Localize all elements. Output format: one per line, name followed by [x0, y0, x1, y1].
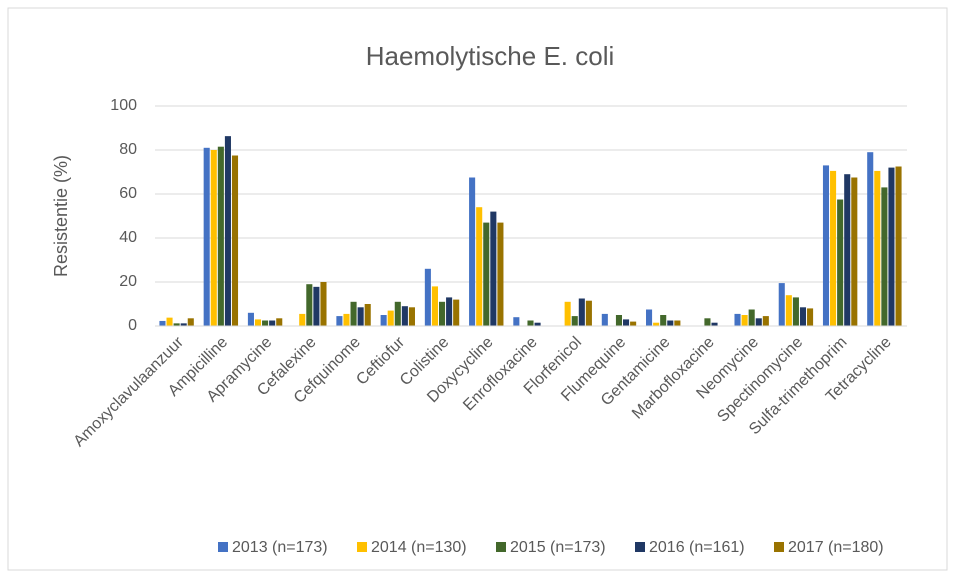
y-tick-label: 100	[110, 97, 137, 114]
bar	[217, 146, 224, 326]
bar	[254, 319, 262, 326]
bar	[799, 307, 807, 326]
bar	[453, 299, 460, 326]
bar	[387, 310, 394, 326]
bar	[446, 297, 453, 326]
bar	[615, 315, 623, 326]
bar	[844, 174, 851, 326]
bar	[401, 306, 408, 326]
bar	[320, 282, 327, 326]
bar	[343, 313, 350, 326]
bar	[364, 304, 371, 326]
bar	[851, 177, 858, 326]
bar	[166, 317, 173, 326]
bar	[306, 284, 313, 326]
bar	[424, 268, 431, 326]
bar	[210, 150, 217, 326]
bar	[646, 309, 653, 326]
y-tick-label: 20	[119, 273, 137, 290]
bar	[778, 283, 785, 326]
legend-label: 2016 (n=161)	[649, 539, 745, 556]
bar	[159, 320, 166, 326]
y-tick-label: 40	[119, 229, 137, 246]
bar	[262, 320, 269, 326]
bar	[792, 297, 799, 326]
bar	[313, 286, 320, 326]
bar	[269, 320, 276, 326]
y-tick-label: 60	[119, 185, 137, 202]
bar	[571, 316, 578, 326]
bar	[203, 147, 210, 326]
bar	[469, 177, 476, 326]
bar	[476, 207, 483, 326]
bar	[741, 315, 748, 326]
bar	[755, 318, 762, 326]
bar	[807, 308, 814, 326]
bar	[299, 313, 306, 326]
bar	[173, 323, 180, 326]
bar	[380, 315, 387, 326]
legend-label: 2017 (n=180)	[788, 539, 884, 556]
bar	[564, 301, 571, 326]
legend-label: 2014 (n=130)	[371, 539, 467, 556]
bar	[895, 166, 902, 326]
chart-title: Haemolytische E. coli	[366, 41, 615, 71]
legend-label: 2015 (n=173)	[510, 539, 606, 556]
bar	[231, 155, 239, 326]
bar	[630, 321, 637, 326]
bar	[357, 307, 364, 326]
legend-swatch	[774, 542, 784, 552]
bar	[527, 320, 534, 326]
bar	[336, 316, 343, 326]
bar	[276, 318, 283, 326]
bar	[438, 301, 446, 326]
bar	[224, 136, 231, 326]
legend-label: 2013 (n=173)	[232, 539, 328, 556]
bar	[881, 187, 888, 326]
legend-swatch	[496, 542, 506, 552]
bar	[837, 199, 844, 326]
bar	[350, 301, 357, 326]
bar	[748, 309, 755, 326]
bar	[534, 322, 541, 326]
bar	[578, 298, 585, 326]
bar	[867, 152, 874, 326]
bar	[660, 315, 667, 326]
bar	[585, 300, 592, 326]
bar	[483, 222, 490, 326]
bar	[785, 295, 792, 326]
y-tick-label: 80	[119, 141, 137, 158]
y-tick-label: 0	[128, 317, 137, 334]
bar	[180, 323, 187, 326]
bar	[653, 322, 660, 326]
bar	[734, 313, 741, 326]
bar	[888, 167, 895, 326]
bar	[497, 222, 504, 326]
bar	[431, 286, 438, 326]
bar	[674, 320, 681, 326]
bar	[490, 211, 497, 326]
bar	[187, 318, 194, 326]
bar	[408, 307, 415, 326]
legend-swatch	[218, 542, 228, 552]
bar	[513, 317, 520, 326]
bar	[874, 170, 881, 326]
bar	[394, 301, 401, 326]
legend-swatch	[635, 542, 645, 552]
bar	[711, 322, 718, 326]
bar	[623, 319, 630, 326]
bar	[601, 313, 608, 326]
y-axis-label: Resistentie (%)	[51, 155, 71, 277]
legend-swatch	[357, 542, 367, 552]
bar	[822, 165, 830, 326]
bar	[704, 318, 711, 326]
bar	[667, 320, 674, 326]
bar	[762, 316, 769, 326]
bar	[247, 312, 254, 326]
bar	[830, 170, 837, 326]
